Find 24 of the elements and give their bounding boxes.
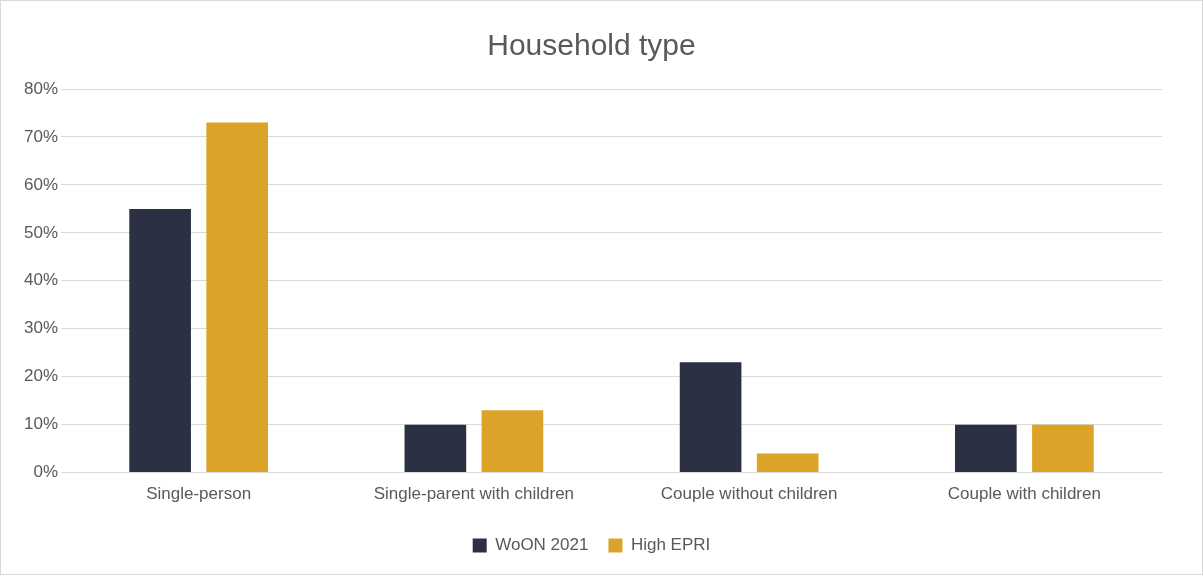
bar [206, 122, 269, 473]
chart-title: Household type [487, 28, 696, 62]
bar [756, 453, 819, 473]
y-tick-label: 80% [23, 78, 59, 98]
bar [129, 208, 191, 473]
bar [404, 424, 467, 473]
bar [955, 424, 1017, 473]
bar [481, 410, 544, 473]
y-tick-label: 30% [23, 318, 59, 338]
y-tick-label: 20% [23, 366, 59, 386]
bar [679, 362, 742, 473]
x-tick-label: Single-parent with children [373, 484, 575, 504]
y-tick-label: 50% [23, 222, 59, 242]
legend-label: High EPRI [630, 535, 711, 555]
bar [1032, 424, 1094, 473]
y-tick-label: 70% [23, 126, 59, 146]
legend-label: WoON 2021 [495, 535, 589, 555]
y-tick-label: 40% [23, 270, 59, 290]
y-tick-label: 60% [23, 174, 59, 194]
x-tick-label: Couple with children [947, 484, 1101, 504]
x-tick-label: Couple without children [660, 484, 838, 504]
y-tick-label: 0% [33, 462, 59, 482]
x-tick-label: Single-person [146, 484, 252, 504]
y-tick-label: 10% [23, 414, 59, 434]
